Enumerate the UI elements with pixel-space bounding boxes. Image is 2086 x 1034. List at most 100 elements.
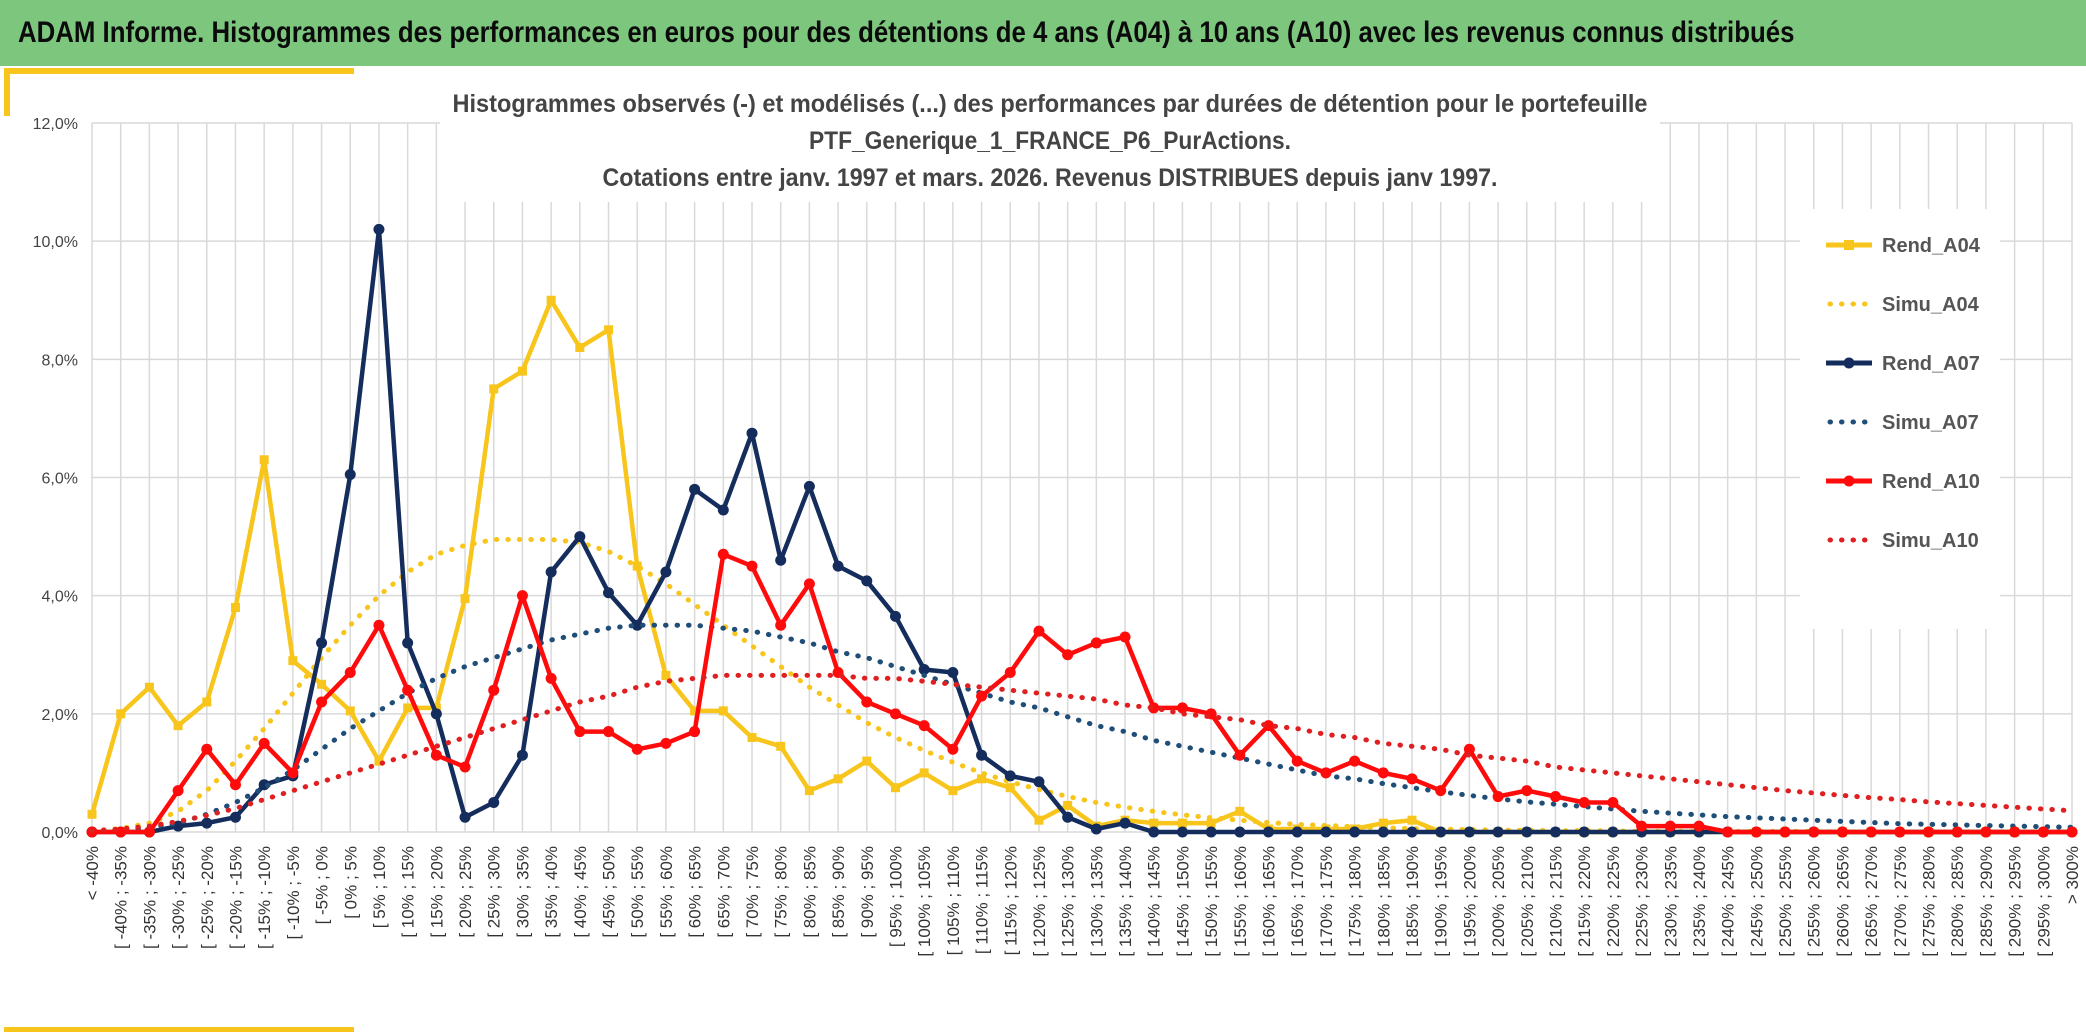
- data-point: [660, 737, 672, 749]
- x-tick-label: [ 190% ; 195%: [1432, 846, 1451, 957]
- accent-bar-bottom: [4, 1027, 354, 1032]
- legend-marker: [1843, 357, 1855, 369]
- x-tick-label: [ 225% ; 230%: [1633, 846, 1652, 957]
- chart-title: Histogrammes observés (-) et modélisés (…: [440, 68, 1660, 202]
- x-tick-label: [ -10% ; -5%: [284, 846, 303, 940]
- data-point: [373, 619, 385, 631]
- x-tick-label: [ 85% ; 90%: [829, 846, 848, 938]
- x-tick-label: [ 25% ; 30%: [485, 846, 504, 938]
- data-point: [172, 785, 184, 797]
- data-point: [861, 575, 873, 587]
- legend: Rend_A04 Simu_A04 Rend_A07 Simu_A07 Rend_A10…: [1800, 209, 2000, 629]
- x-tick-label: [ 100% ; 105%: [915, 846, 934, 957]
- series-Simu_A10: [89, 672, 2075, 834]
- data-point: [1578, 826, 1590, 838]
- data-point: [116, 709, 126, 719]
- data-point: [661, 670, 671, 680]
- x-tick-label: [ 105% ; 110%: [944, 846, 963, 955]
- x-tick-label: [ 65% ; 70%: [714, 846, 733, 938]
- data-point: [1291, 755, 1303, 767]
- data-point: [316, 637, 328, 649]
- y-tick-label: 6,0%: [42, 471, 78, 488]
- data-point: [775, 554, 787, 566]
- data-point: [1808, 826, 1820, 838]
- x-tick-label: [ 110% ; 115%: [973, 846, 992, 954]
- data-point: [374, 756, 384, 766]
- data-point: [229, 779, 241, 791]
- data-point: [574, 531, 586, 543]
- data-point: [604, 325, 614, 335]
- data-point: [603, 726, 615, 738]
- data-point: [345, 706, 355, 716]
- data-point: [976, 690, 988, 702]
- data-point: [201, 817, 213, 829]
- y-axis-ticks: 0,0% 2,0% 4,0% 6,0% 8,0% 10,0% 12,0%: [33, 116, 78, 842]
- data-point: [717, 548, 729, 560]
- grid-layer: [91, 122, 2073, 833]
- header-banner: ADAM Informe. Histogrammes des performan…: [0, 0, 2086, 66]
- data-point: [87, 809, 97, 819]
- data-point: [776, 741, 786, 751]
- data-point: [1894, 826, 1906, 838]
- x-tick-label: [ -5% ; 0%: [313, 846, 332, 924]
- histogram-chart: 0,0% 2,0% 4,0% 6,0% 8,0% 10,0% 12,0% < -40% [ -…: [4, 68, 2082, 1032]
- x-tick-label: [ 235% ; 240%: [1690, 846, 1709, 957]
- x-tick-label: [ 240% ; 245%: [1719, 846, 1738, 957]
- data-point: [1206, 818, 1216, 828]
- x-tick-label: [ -30% ; -25%: [169, 846, 188, 949]
- x-tick-label: > 300%: [2063, 846, 2082, 904]
- data-point: [229, 811, 241, 823]
- series-line-Simu_A10: [89, 672, 2075, 834]
- x-tick-label: [ 195% ; 200%: [1460, 846, 1479, 957]
- data-point: [172, 820, 184, 832]
- data-point: [143, 826, 155, 838]
- data-point: [889, 708, 901, 720]
- x-tick-label: [ -15% ; -10%: [255, 846, 274, 949]
- data-point: [890, 783, 900, 793]
- data-point: [488, 684, 500, 696]
- data-point: [545, 566, 557, 578]
- data-point: [862, 756, 872, 766]
- data-point: [689, 483, 701, 495]
- data-point: [1521, 826, 1533, 838]
- data-point: [516, 749, 528, 761]
- data-point: [1521, 785, 1533, 797]
- data-point: [804, 786, 814, 796]
- data-point: [317, 679, 327, 689]
- series-Rend_A10: [86, 548, 2078, 838]
- y-tick-label: 0,0%: [42, 825, 78, 842]
- x-tick-label: [ 50% ; 55%: [628, 846, 647, 938]
- data-point: [517, 366, 527, 376]
- data-point: [546, 295, 556, 305]
- data-point: [459, 811, 471, 823]
- data-point: [947, 666, 959, 678]
- data-point: [574, 726, 586, 738]
- page-title: ADAM Informe. Histogrammes des performan…: [18, 16, 1795, 49]
- data-point: [1033, 776, 1045, 788]
- x-tick-label: [ 20% ; 25%: [456, 846, 475, 938]
- data-point: [1234, 826, 1246, 838]
- data-point: [1980, 826, 1992, 838]
- title-background: [440, 68, 1660, 202]
- y-tick-label: 12,0%: [33, 116, 78, 133]
- x-tick-label: < -40%: [83, 846, 102, 900]
- data-point: [747, 732, 757, 742]
- x-tick-label: [ 95% ; 100%: [886, 846, 905, 947]
- data-point: [402, 684, 414, 696]
- data-point: [1750, 826, 1762, 838]
- chart-title-line: Histogrammes observés (-) et modélisés (…: [453, 90, 1648, 118]
- data-point: [947, 743, 959, 755]
- x-tick-label: [ 215% ; 220%: [1575, 846, 1594, 957]
- data-point: [631, 743, 643, 755]
- data-point: [918, 720, 930, 732]
- legend-label: Simu_A04: [1882, 294, 1980, 316]
- data-point: [632, 561, 642, 571]
- data-point: [1235, 806, 1245, 816]
- x-tick-label: [ 30% ; 35%: [513, 846, 532, 938]
- legend-marker: [1843, 475, 1855, 487]
- data-point: [919, 768, 929, 778]
- chart-title-line: PTF_Generique_1_FRANCE_P6_PurActions.: [809, 127, 1291, 155]
- x-tick-label: [ -20% ; -15%: [226, 846, 245, 949]
- data-point: [1033, 625, 1045, 637]
- data-point: [660, 566, 672, 578]
